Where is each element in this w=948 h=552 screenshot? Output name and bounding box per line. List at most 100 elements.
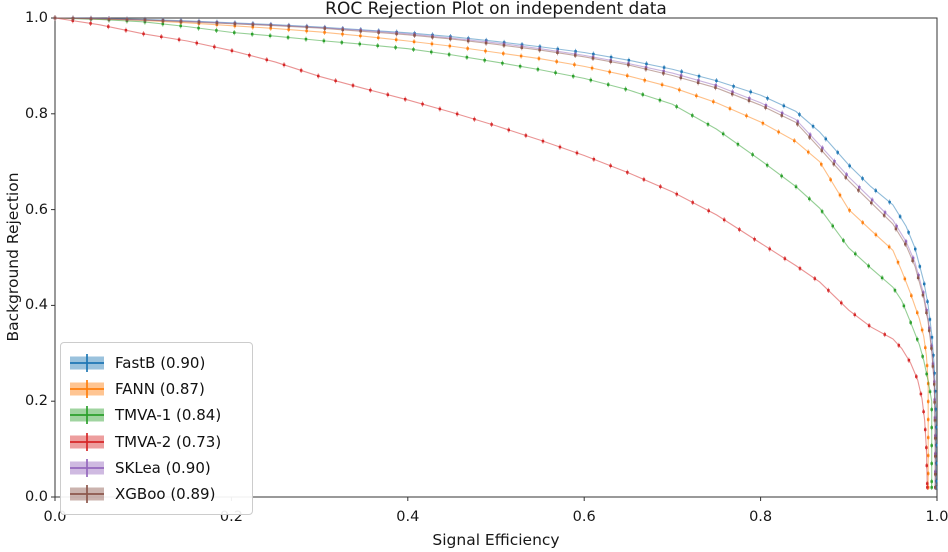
data-marker — [925, 308, 928, 312]
data-marker — [691, 114, 694, 117]
data-marker — [926, 436, 930, 439]
data-marker — [430, 42, 434, 46]
data-marker — [359, 29, 362, 33]
x-axis-label: Signal Efficiency — [432, 531, 560, 549]
data-marker — [888, 200, 891, 204]
data-marker — [524, 134, 528, 137]
data-marker — [820, 163, 823, 166]
data-marker — [933, 486, 937, 489]
data-marker — [715, 79, 718, 82]
data-marker — [858, 186, 861, 189]
data-marker — [917, 273, 920, 277]
data-marker — [861, 221, 864, 224]
data-marker — [874, 233, 878, 237]
data-marker — [907, 231, 910, 234]
data-marker — [921, 293, 925, 297]
data-marker — [71, 17, 75, 20]
data-marker — [930, 486, 933, 489]
data-marker — [706, 123, 710, 126]
data-marker — [897, 344, 901, 347]
data-marker — [925, 464, 929, 467]
data-marker — [377, 31, 380, 34]
data-marker — [896, 260, 900, 264]
y-tick-label: 0.2 — [24, 393, 48, 410]
data-marker — [933, 419, 937, 422]
data-marker — [376, 44, 379, 47]
data-marker — [377, 36, 380, 40]
data-marker — [304, 37, 308, 41]
data-marker — [904, 240, 908, 243]
data-marker — [807, 150, 810, 154]
data-marker — [659, 185, 662, 188]
data-marker — [902, 304, 906, 308]
x-tick-label: 0.4 — [396, 509, 420, 525]
data-marker — [299, 69, 303, 72]
data-marker — [160, 35, 163, 39]
data-marker — [573, 54, 577, 57]
data-marker — [728, 107, 732, 110]
data-marker — [465, 56, 469, 59]
data-marker — [768, 247, 771, 251]
data-marker — [233, 22, 237, 26]
legend-item-fann: FANN (0.87) — [70, 376, 242, 402]
data-marker — [250, 32, 254, 36]
data-marker — [340, 41, 344, 44]
data-marker — [197, 21, 201, 24]
data-marker — [913, 247, 917, 251]
data-marker — [268, 34, 272, 37]
data-marker — [920, 328, 924, 332]
data-marker — [143, 18, 147, 22]
data-marker — [749, 90, 752, 94]
data-marker — [903, 277, 907, 281]
data-marker — [925, 311, 928, 315]
series-tmva-2-line — [54, 17, 928, 488]
data-marker — [894, 227, 898, 231]
data-marker — [626, 171, 629, 174]
data-marker — [473, 117, 476, 121]
legend-item-tmva-1: TMVA-1 (0.84) — [70, 402, 242, 428]
data-marker — [736, 142, 740, 146]
data-marker — [195, 41, 199, 45]
data-marker — [662, 66, 666, 69]
data-marker — [641, 93, 645, 96]
data-marker — [449, 37, 452, 41]
data-marker — [124, 28, 128, 32]
data-marker — [520, 46, 524, 49]
data-marker — [695, 94, 698, 98]
data-marker — [844, 176, 848, 179]
data-marker — [609, 55, 613, 59]
data-marker — [215, 29, 218, 32]
data-marker — [322, 39, 326, 43]
data-marker — [556, 51, 559, 54]
data-marker — [926, 454, 930, 457]
data-marker — [932, 354, 935, 357]
data-marker — [794, 185, 798, 188]
data-marker — [933, 401, 936, 404]
data-marker — [766, 97, 769, 100]
y-tick-label: 0.8 — [24, 105, 48, 122]
data-marker — [394, 46, 397, 49]
data-marker — [933, 455, 937, 458]
data-marker — [484, 49, 487, 53]
data-marker — [893, 289, 897, 292]
data-marker — [248, 54, 251, 57]
data-marker — [780, 174, 783, 178]
legend-errorbar-swatch — [70, 485, 104, 504]
series-tmva-1-line — [54, 17, 933, 488]
data-marker — [783, 257, 787, 260]
legend-label: FastB (0.90) — [115, 354, 206, 373]
legend-label: XGBoo (0.89) — [115, 485, 216, 504]
data-marker — [609, 164, 612, 168]
data-marker — [930, 336, 934, 339]
data-marker — [230, 49, 234, 52]
data-marker — [919, 392, 923, 396]
data-marker — [554, 71, 557, 75]
data-marker — [747, 99, 751, 102]
data-marker — [721, 132, 725, 136]
data-marker — [829, 178, 832, 181]
data-marker — [455, 112, 459, 116]
data-marker — [680, 70, 683, 73]
data-marker — [161, 19, 165, 23]
